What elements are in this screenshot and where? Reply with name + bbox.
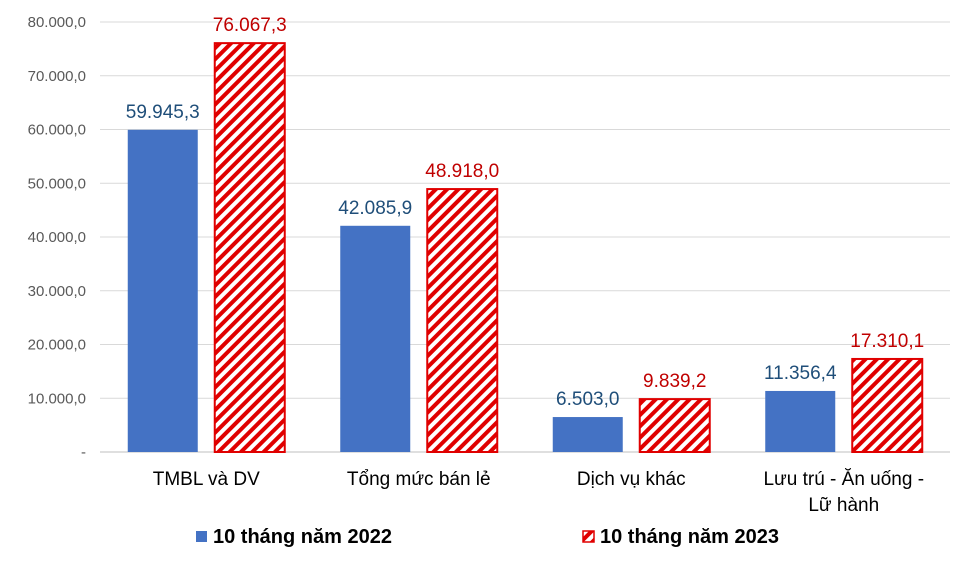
data-label: 11.356,4 [764, 363, 837, 384]
data-label: 76.067,3 [213, 15, 287, 36]
legend-swatch-2023 [582, 530, 595, 543]
y-tick-label: 30.000,0 [28, 283, 86, 300]
bar-2023 [638, 398, 711, 453]
y-tick-label: 50.000,0 [28, 175, 86, 192]
bar-2022 [765, 390, 836, 452]
legend-label: 10 tháng năm 2023 [600, 526, 779, 548]
bar-2022 [340, 225, 411, 452]
x-tick-label: Lữ hành [808, 495, 879, 516]
y-tick-label: 40.000,0 [28, 229, 86, 246]
bar-2023 [426, 188, 499, 454]
legend-swatch-2022 [196, 531, 207, 542]
bars [127, 42, 924, 454]
y-tick-label: 70.000,0 [28, 68, 86, 85]
data-label: 42.085,9 [338, 198, 412, 219]
y-tick-label: - [81, 444, 86, 461]
bar-2022 [552, 417, 623, 452]
data-label: 59.945,3 [126, 102, 200, 123]
legend: 10 tháng năm 2022 10 tháng năm 2023 [196, 526, 779, 548]
data-label: 17.310,1 [850, 331, 924, 352]
data-labels: 59.945,3 76.067,3 42.085,9 48.918,0 6.503,0 9… [126, 15, 924, 410]
x-tick-label: TMBL và DV [153, 469, 260, 490]
x-tick-label: Lưu trú - Ăn uống - [763, 469, 924, 490]
data-label: 6.503,0 [556, 389, 619, 410]
bar-2023 [851, 357, 924, 454]
legend-label: 10 tháng năm 2022 [213, 526, 392, 548]
bar-2023 [213, 42, 286, 453]
x-tick-label: Dịch vụ khác [577, 469, 686, 490]
y-tick-label: 10.000,0 [28, 390, 86, 407]
y-tick-label: 20.000,0 [28, 337, 86, 354]
y-tick-label: 60.000,0 [28, 122, 86, 139]
axes: - 10.000,0 20.000,0 30.000,0 40.000,0 50.000,… [28, 14, 950, 516]
data-label: 9.839,2 [643, 371, 706, 392]
x-tick-label: Tổng mức bán lẻ [347, 469, 491, 490]
y-tick-label: 80.000,0 [28, 14, 86, 31]
bar-2022 [127, 129, 198, 452]
data-label: 48.918,0 [425, 161, 499, 182]
